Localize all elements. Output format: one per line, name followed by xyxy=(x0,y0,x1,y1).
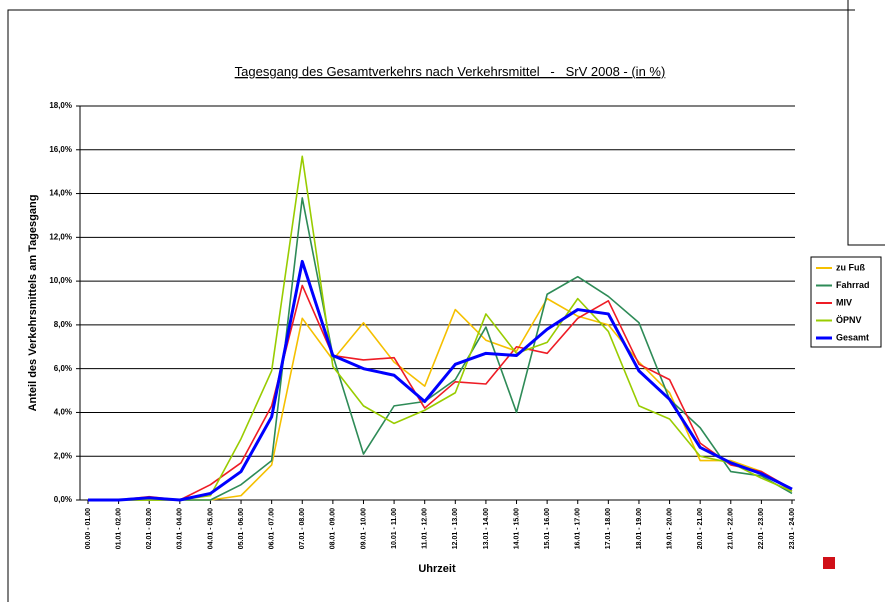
x-tick-label: 13.01 - 14.00 xyxy=(483,508,490,549)
y-tick-label: 8,0% xyxy=(54,320,72,329)
series-line xyxy=(88,284,793,501)
x-tick-label: 09.01 - 10.00 xyxy=(360,508,367,549)
x-tick-label: 22.01 - 23.00 xyxy=(758,508,765,549)
legend-label: zu Fuß xyxy=(836,262,865,272)
series-line xyxy=(88,155,793,501)
x-tick-label: 16.01 - 17.00 xyxy=(575,508,582,549)
x-tick-label: 04.01 - 05.00 xyxy=(207,508,214,549)
x-tick-label: 08.01 - 09.00 xyxy=(330,508,337,549)
y-tick-label: 12,0% xyxy=(49,232,72,241)
logo xyxy=(823,557,835,569)
y-tick-label: 2,0% xyxy=(54,451,72,460)
x-tick-label: 02.01 - 03.00 xyxy=(146,508,153,549)
side-panel xyxy=(847,0,885,246)
x-tick-label: 18.01 - 19.00 xyxy=(636,508,643,549)
frame xyxy=(7,9,855,602)
y-tick-label: 0,0% xyxy=(54,495,72,504)
x-axis-label: Uhrzeit xyxy=(418,563,456,575)
legend-label: ÖPNV xyxy=(836,315,862,325)
x-tick-label: 20.01 - 21.00 xyxy=(697,508,704,549)
x-tick-label: 12.01 - 13.00 xyxy=(452,508,459,549)
chart-title: Tagesgang des Gesamtverkehrs nach Verkeh… xyxy=(235,64,666,79)
x-tick-label: 01.01 - 02.00 xyxy=(115,508,122,549)
y-tick-label: 18,0% xyxy=(49,101,72,110)
x-tick-label: 17.01 - 18.00 xyxy=(605,508,612,549)
x-tick-label: 11.01 - 12.00 xyxy=(422,508,429,549)
y-tick-label: 10,0% xyxy=(49,276,72,285)
x-tick-label: 15.01 - 16.00 xyxy=(544,508,551,549)
y-tick-label: 16,0% xyxy=(49,145,72,154)
x-tick-label: 19.01 - 20.00 xyxy=(666,508,673,549)
x-tick-label: 21.01 - 22.00 xyxy=(728,508,735,549)
x-tick-label: 14.01 - 15.00 xyxy=(513,508,520,549)
legend-label: Gesamt xyxy=(836,332,869,342)
y-tick-label: 6,0% xyxy=(54,364,72,373)
x-tick-label: 00.00 - 01.00 xyxy=(85,508,92,549)
x-tick-label: 07.01 - 08.00 xyxy=(299,508,306,549)
y-tick-label: 4,0% xyxy=(54,408,72,417)
series-line xyxy=(88,259,793,502)
x-tick-label: 06.01 - 07.00 xyxy=(268,508,275,549)
x-tick-label: 03.01 - 04.00 xyxy=(177,508,184,549)
legend-label: Fahrrad xyxy=(836,280,870,290)
series-line xyxy=(88,197,793,501)
x-tick-label: 10.01 - 11.00 xyxy=(391,508,398,549)
x-tick-label: 23.01 - 24.00 xyxy=(789,508,796,549)
x-tick-label: 05.01 - 06.00 xyxy=(238,508,245,549)
y-axis-label: Anteil des Verkehrsmittels am Tagesgang xyxy=(27,195,39,412)
y-tick-label: 14,0% xyxy=(49,189,72,198)
legend-label: MIV xyxy=(836,297,852,307)
